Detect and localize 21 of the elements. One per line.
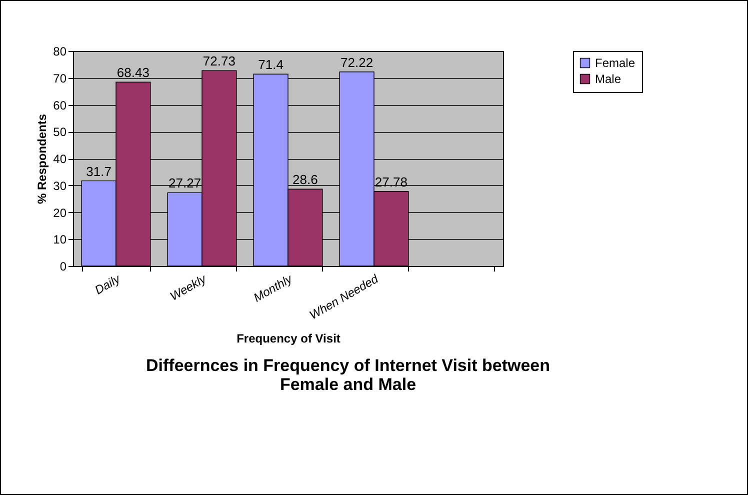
y-tick-label: 30: [53, 178, 67, 193]
text: Diffeernces in Frequency of Internet Visit between Female and Male: [146, 356, 550, 394]
y-tick-label: 20: [53, 206, 67, 220]
data-label: 72.73: [202, 54, 236, 69]
y-tick-label: 10: [53, 232, 67, 247]
y-tick-label: 70: [53, 71, 67, 86]
data-label: 31.7: [86, 164, 112, 179]
legend-label: Male: [595, 72, 622, 86]
data-label: 72.22: [340, 54, 374, 70]
legend-label: Female: [595, 56, 636, 70]
y-tick-label: 0: [60, 260, 67, 274]
y-axis-title: % Respondents: [35, 114, 50, 204]
y-tick-label: 40: [53, 152, 67, 166]
data-label: 68.43: [116, 65, 150, 80]
x-tick-label: Daily: [92, 271, 124, 298]
data-label: 71.4: [258, 57, 284, 72]
x-axis-title: Frequency of Visit: [236, 331, 340, 346]
y-tick-label: 50: [53, 125, 67, 140]
y-tick-label: 60: [53, 98, 67, 112]
data-label: 28.6: [292, 172, 318, 188]
y-tick-label: 80: [53, 44, 67, 58]
